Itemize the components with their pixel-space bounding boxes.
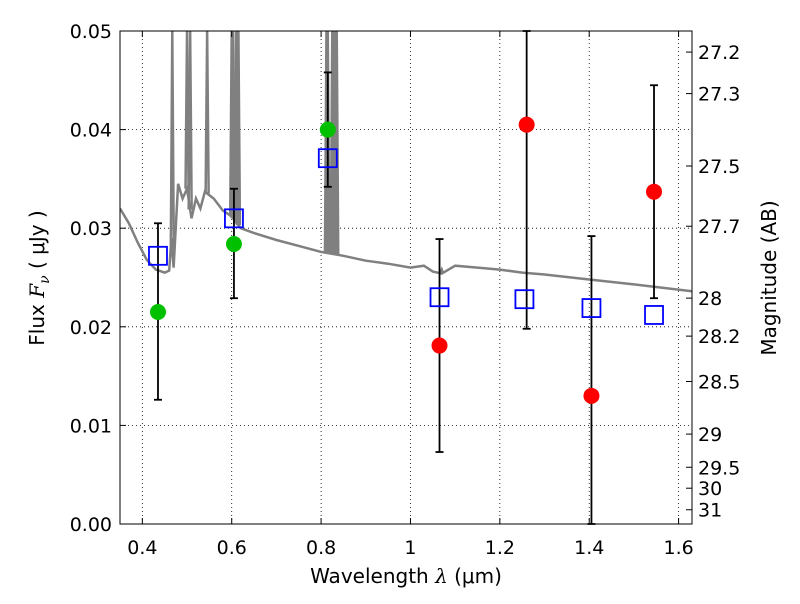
magnitude-tick-label: 27.7 [698,216,740,238]
y-tick-label: 0.02 [70,317,112,339]
square-marker [148,245,168,266]
y-tick-label: 0.01 [70,415,112,437]
x-tick-label: 0.8 [306,537,336,559]
magnitude-tick-label: 31 [698,500,722,522]
x-axis-label-prefix: Wavelength [310,564,435,588]
y-tick-label: 0.05 [70,21,112,43]
spectrum-emission-line [439,266,445,275]
magnitude-tick-label: 28.5 [698,371,740,393]
x-tick-label: 1.6 [663,537,693,559]
y-axis-label-prefix: Flux [25,298,49,346]
y-axis-label-unit: ( μJy ) [25,210,49,275]
square-marker [581,298,602,318]
x-axis-label-symbol: λ [434,564,448,588]
square-marker [317,148,338,169]
magnitude-tick-label: 30 [698,478,722,500]
x-axis-label-unit: (μm) [448,564,502,588]
spectrum-emission-line [187,31,193,210]
data-markers [148,116,664,404]
x-axis-label: Wavelength λ (μm) [310,564,502,588]
y-tick-label: 0.03 [70,218,112,240]
x-tick-label: 1.2 [485,537,515,559]
spectrum-emission-line [333,31,340,255]
circle-marker [225,235,242,252]
spectrum-emission-line [169,31,176,250]
magnitude-axis-label: Magnitude (AB) [757,200,781,355]
circle-marker [646,183,663,200]
x-tick-label: 0.4 [127,537,157,559]
circle-marker [431,337,448,354]
circle-marker [149,304,166,321]
plot-frame [119,30,693,525]
magnitude-tick-label: 28 [698,288,722,310]
y-axis-label: Flux Fν ( μJy ) [25,210,53,345]
axis-ticks: 0.4 0.6 0.8 1 1.2 1.4 1.6 0.00 0.01 0.02 0.03 0.04 0… [70,21,741,559]
spectrum-emission-line [204,31,210,194]
y-tick-label: 0.00 [70,514,112,536]
spectrum-emission-line [325,31,331,254]
circle-marker [518,116,535,133]
x-tick-label: 0.6 [217,537,247,559]
circle-marker [319,121,336,138]
magnitude-tick-label: 27.2 [698,42,740,64]
square-marker [514,289,535,310]
x-tick-label: 1.4 [574,537,604,559]
magnitude-tick-label: 28.2 [698,326,740,348]
magnitude-tick-label: 27.5 [698,156,740,178]
y-axis-label-subscript: ν [37,275,53,284]
square-marker [224,208,244,229]
y-axis-label-symbol: F [25,283,49,299]
circle-marker [583,387,600,404]
magnitude-tick-label: 29 [698,424,722,446]
y-tick-label: 0.04 [70,120,112,142]
x-tick-label: 1 [404,537,416,559]
magnitude-tick-label: 27.3 [698,84,740,106]
square-marker [429,287,450,308]
square-marker [644,305,664,325]
spectrum-emission-line [235,31,242,226]
magnitude-tick-label: 29.5 [698,457,740,479]
